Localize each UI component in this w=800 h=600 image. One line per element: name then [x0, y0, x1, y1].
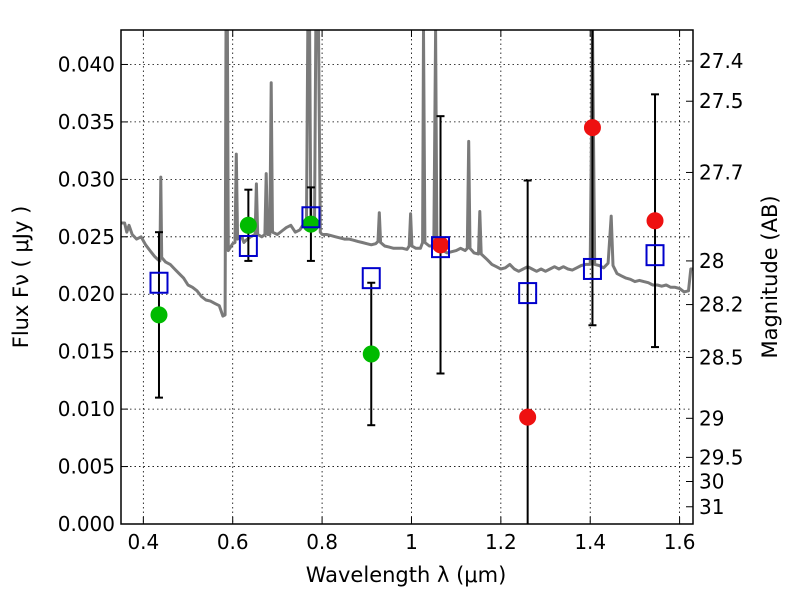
y-tick-label: 0.005: [58, 455, 115, 479]
data-point: [150, 306, 168, 324]
data-point: [239, 216, 257, 234]
right-tick-label: 27.5: [699, 89, 744, 113]
data-point: [362, 345, 380, 363]
x-tick-label: 0.6: [217, 530, 249, 554]
model-square: [149, 271, 169, 294]
right-tick-label: 27.7: [699, 160, 744, 184]
model-square: [301, 206, 321, 229]
right-tick-label: 28: [699, 249, 724, 273]
right-tick-label: 29.5: [699, 445, 744, 469]
y-tick-label: 0.030: [58, 167, 115, 191]
right-axis-title: Magnitude (AB): [758, 195, 782, 358]
right-tick-label: 29: [699, 406, 724, 430]
spectrum-path: [121, 30, 693, 318]
right-tick-label: 27.4: [699, 49, 744, 73]
y-tick-label: 0.015: [58, 340, 115, 364]
y-axis-title: Flux Fν ( μJy ): [9, 206, 33, 349]
y-tick-label: 0.010: [58, 397, 115, 421]
y-tick-label: 0.000: [58, 512, 115, 536]
x-axis-title: Wavelength λ (μm): [306, 563, 507, 587]
data-point: [302, 215, 320, 233]
y-tick-label: 0.020: [58, 282, 115, 306]
model-square: [645, 244, 665, 267]
model-square: [431, 236, 451, 259]
spectrum-line: [121, 30, 693, 318]
x-tick-label: 1.2: [485, 530, 517, 554]
data-markers: [149, 119, 665, 426]
axes-frame: [120, 29, 694, 525]
grid-lines: [121, 30, 693, 525]
x-tick-label: 0.8: [306, 530, 338, 554]
right-tick-label: 28.5: [699, 345, 744, 369]
x-tick-label: 1: [405, 530, 418, 554]
right-tick-label: 28.2: [699, 293, 744, 317]
model-square: [582, 257, 602, 280]
x-tick-label: 1.6: [664, 530, 696, 554]
model-square: [238, 234, 258, 257]
y-tick-label: 0.025: [58, 225, 115, 249]
data-point: [646, 212, 664, 230]
y-tick-label: 0.040: [58, 52, 115, 76]
model-square: [518, 282, 538, 305]
x-tick-label: 0.4: [127, 530, 159, 554]
axis-ticks: 0.4 0.6 0.8 1 1.2 1.4 1.6 0.000 0.005 0.010 0.015 0…: [58, 30, 744, 554]
plot-frame: [120, 29, 694, 525]
data-point: [583, 119, 601, 137]
data-point: [432, 236, 450, 254]
x-tick-label: 1.4: [574, 530, 606, 554]
y-tick-label: 0.035: [58, 110, 115, 134]
model-square: [361, 267, 381, 290]
right-tick-label: 31: [699, 495, 724, 519]
data-point: [519, 408, 537, 426]
right-tick-label: 30: [699, 469, 724, 493]
